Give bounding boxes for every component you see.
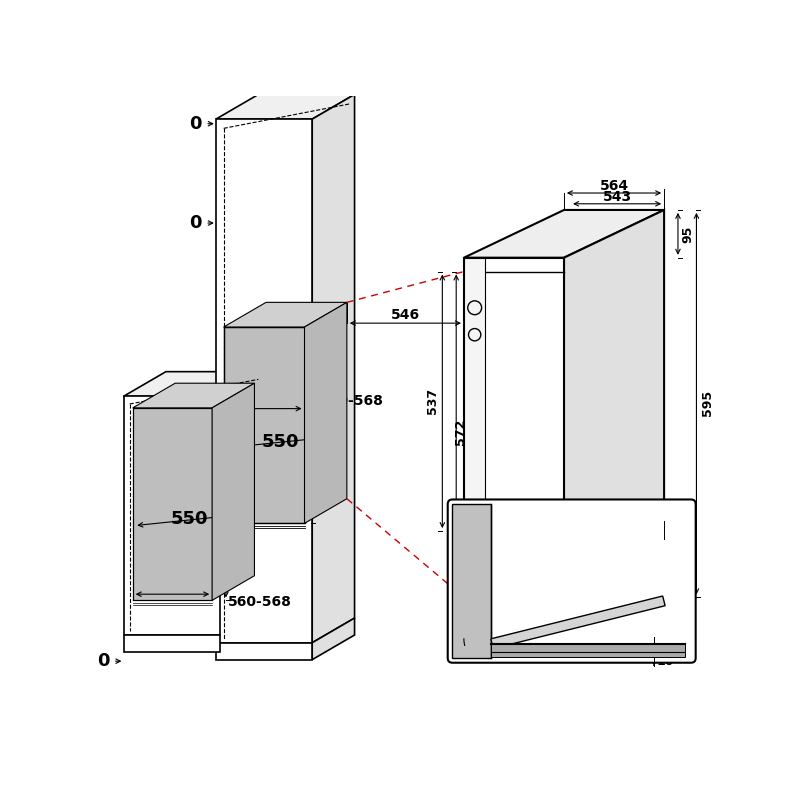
Polygon shape: [464, 258, 564, 593]
FancyBboxPatch shape: [448, 499, 696, 662]
Polygon shape: [220, 610, 262, 652]
Polygon shape: [464, 550, 664, 598]
Text: 0: 0: [190, 214, 202, 232]
Text: 18: 18: [503, 258, 520, 271]
Text: 543: 543: [602, 190, 632, 204]
Text: 89°: 89°: [520, 609, 546, 622]
Polygon shape: [452, 504, 491, 658]
Text: 564: 564: [599, 179, 629, 193]
Text: 0: 0: [190, 114, 202, 133]
Polygon shape: [123, 396, 220, 635]
Polygon shape: [464, 258, 486, 593]
Polygon shape: [220, 372, 262, 635]
Polygon shape: [133, 383, 254, 408]
Polygon shape: [464, 210, 664, 258]
Polygon shape: [216, 94, 354, 119]
Text: 550: 550: [170, 510, 208, 529]
Text: 560-568: 560-568: [227, 595, 291, 609]
Polygon shape: [216, 119, 312, 642]
Text: 595: 595: [550, 619, 578, 634]
Polygon shape: [305, 302, 347, 523]
Text: 572: 572: [454, 418, 466, 445]
Polygon shape: [312, 94, 354, 642]
Polygon shape: [491, 644, 685, 657]
Text: 595: 595: [702, 390, 714, 416]
Text: 477: 477: [562, 506, 591, 520]
Text: 560-568: 560-568: [320, 394, 384, 408]
Polygon shape: [564, 210, 664, 593]
Polygon shape: [224, 302, 347, 327]
Polygon shape: [123, 372, 262, 396]
Polygon shape: [123, 635, 220, 652]
Text: 10: 10: [657, 654, 674, 668]
Text: 546: 546: [391, 309, 420, 322]
Text: 20: 20: [472, 606, 490, 618]
Text: 550: 550: [262, 433, 299, 450]
Polygon shape: [133, 408, 212, 600]
Text: 6: 6: [450, 595, 458, 606]
Text: 0: 0: [98, 652, 110, 670]
Polygon shape: [216, 642, 312, 660]
Polygon shape: [224, 327, 305, 523]
Text: 537: 537: [426, 388, 439, 414]
Text: 345: 345: [558, 328, 588, 342]
Polygon shape: [491, 596, 665, 649]
Polygon shape: [212, 383, 254, 600]
Text: 583-585: 583-585: [308, 396, 321, 454]
Polygon shape: [312, 618, 354, 660]
Text: 600-601: 600-601: [223, 475, 236, 533]
Text: 0: 0: [662, 634, 670, 647]
Text: 95: 95: [682, 225, 694, 242]
